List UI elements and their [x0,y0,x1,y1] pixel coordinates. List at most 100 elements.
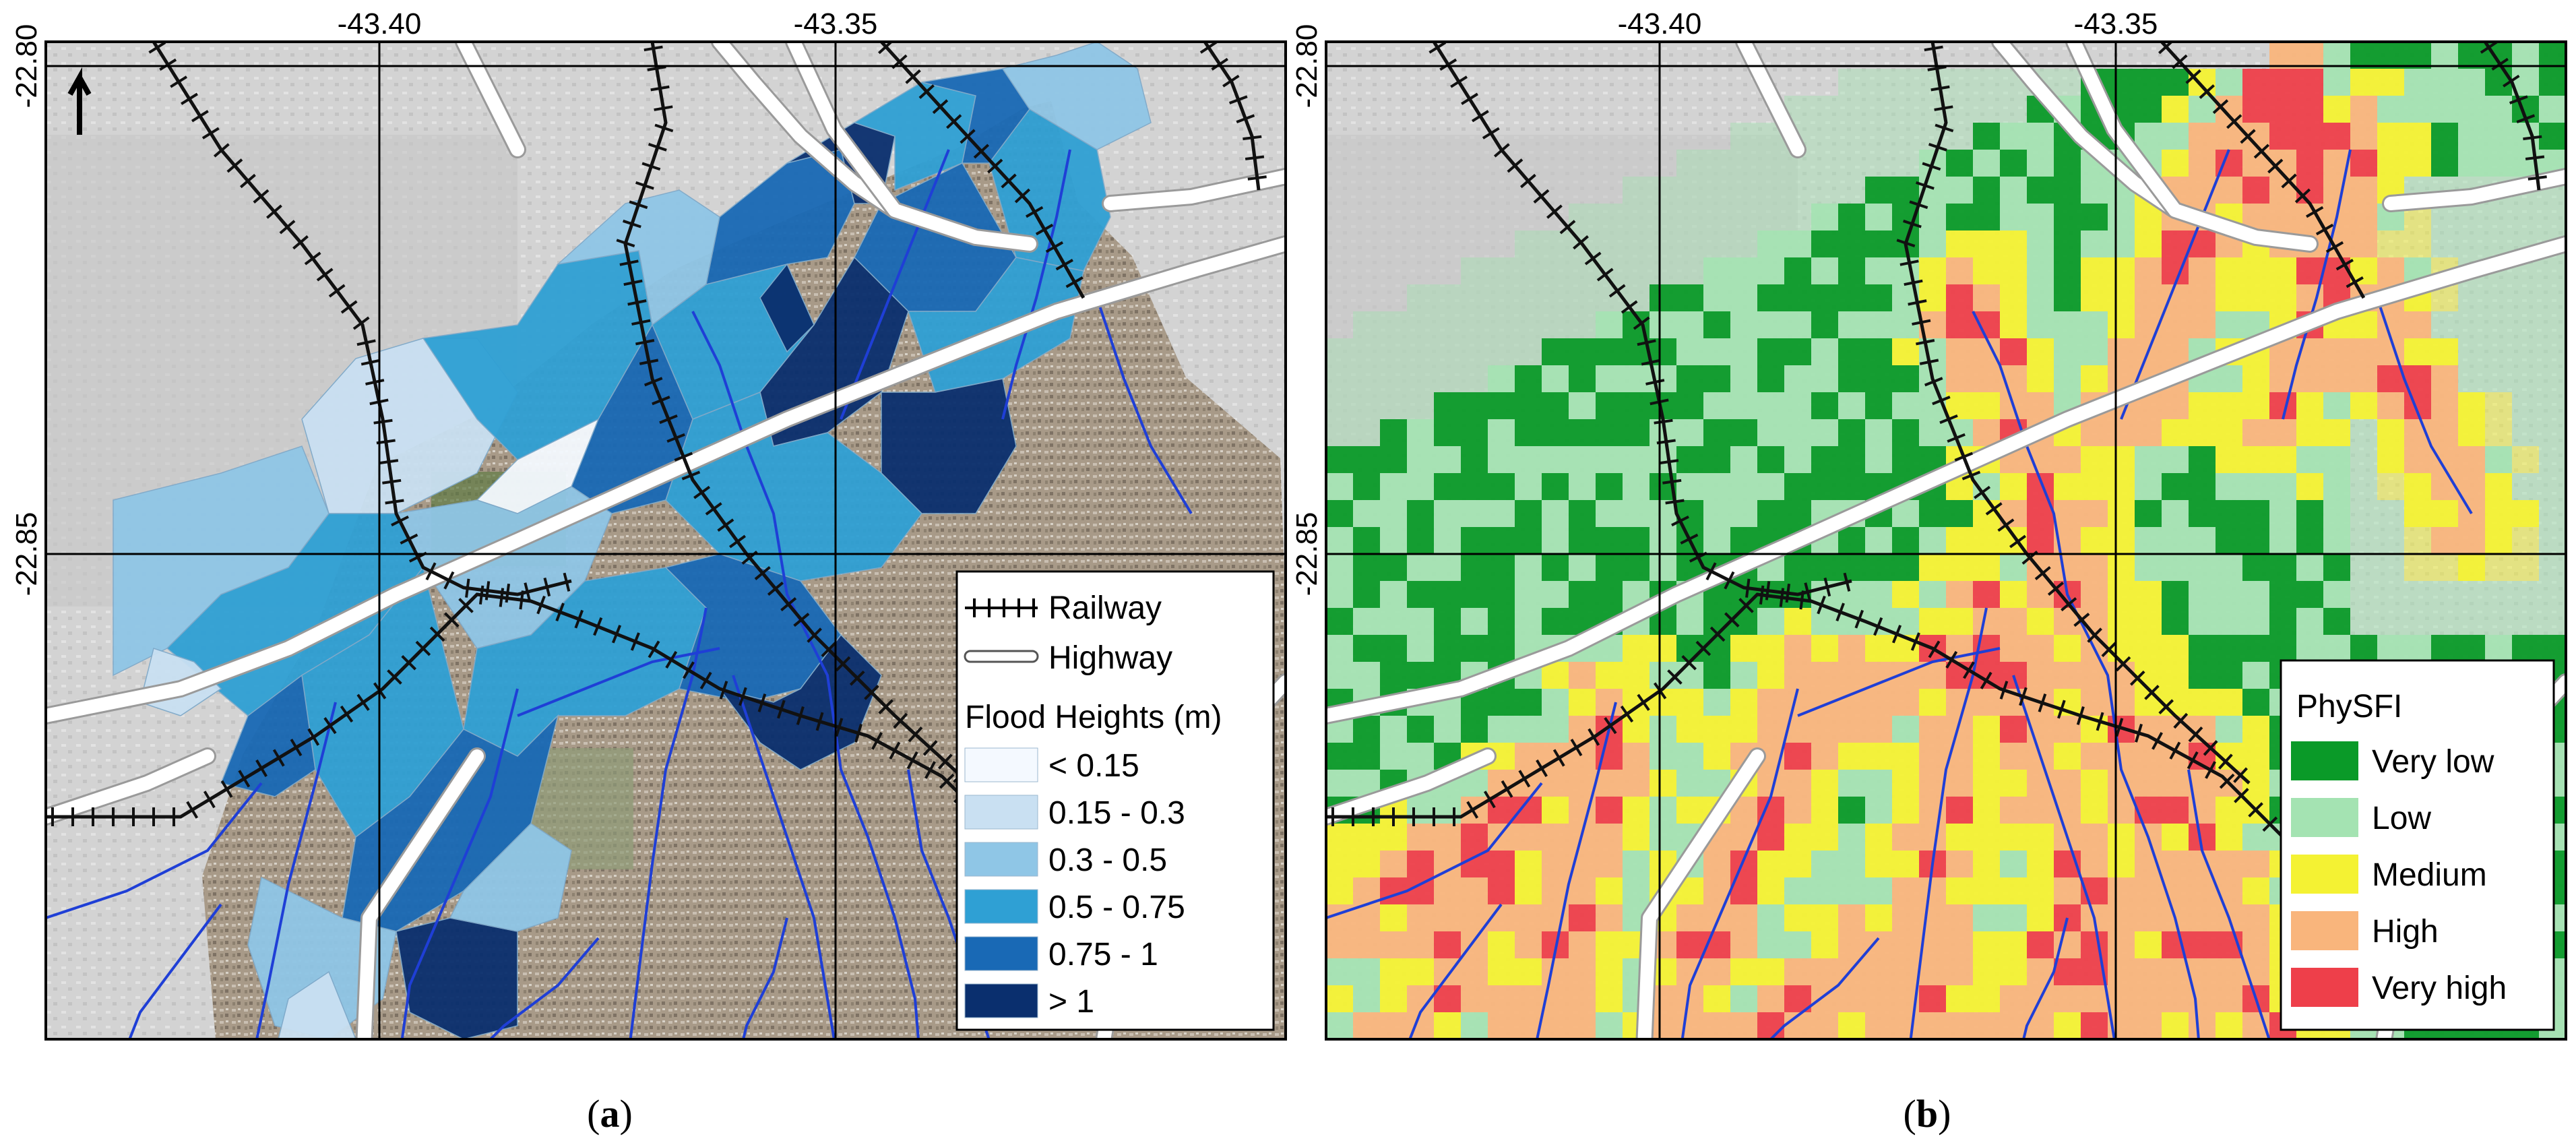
physfi-cell [1515,716,1542,743]
railway-tick [1935,123,1954,133]
physfi-cell [1811,311,1838,338]
physfi-cell [1703,527,1730,554]
railway-tick [627,299,647,306]
physfi-cell [1434,365,1461,392]
physfi-cell [2108,311,2135,338]
railway-tick [1910,632,1920,651]
physfi-cell [2000,150,2027,177]
railway-tick [2144,685,2160,700]
physfi-cell [1784,743,1811,770]
physfi-cell [1461,581,1488,608]
physfi-cell [2216,662,2242,689]
physfi-cell [1946,581,1973,608]
physfi-cell [2108,554,2135,581]
physfi-cell [2027,797,2054,824]
railway-tick [2233,767,2248,783]
physfi-cell [1784,770,1811,797]
physfi-cell [2512,311,2539,338]
physfi-cell [2485,311,2512,338]
river-line [517,647,720,717]
physfi-cell [1407,446,1434,473]
physfi-cell [1596,338,1623,365]
physfi-cell [2404,608,2431,635]
physfi-cell [1703,311,1730,338]
railway-tick [2151,732,2164,750]
railway-tick [1903,219,1922,228]
physfi-cell [1946,338,1973,365]
physfi-cell [2081,797,2108,824]
physfi-cell [2054,770,2081,797]
physfi-cell [2108,608,2135,635]
physfi-cell [1811,365,1838,392]
physfi-cell [1811,904,1838,931]
railway-tick [272,749,285,767]
railway-tick [757,693,767,712]
railway-tick [939,773,955,789]
physfi-cell [1488,851,1515,877]
railway-tick [854,723,862,743]
physfi-cell [2485,150,2512,177]
physfi-cell [2539,608,2566,635]
physfi-cell [1488,311,1515,338]
physfi-cell [2081,743,2108,770]
physfi-cell [1569,392,1596,419]
physfi-cell [2027,635,2054,662]
physfi-cell [2269,527,2296,554]
railway-line [1904,42,2251,784]
physfi-cell [1515,824,1542,851]
railway-tick [2073,613,2090,627]
railway-tick [2087,627,2102,643]
physfi-cell [2000,581,2027,608]
railway-tick [1738,598,1754,613]
physfi-cell [1865,1012,1892,1039]
physfi-cell [1892,877,1919,904]
physfi-cell [1650,230,1676,257]
railway-tick [387,669,402,685]
railway-tick [1779,588,1785,607]
railway-tick [1924,45,1943,52]
railway-tick [2057,700,2066,719]
physfi-cell [2216,635,2242,662]
physfi-cell [1434,608,1461,635]
physfi-cell [2404,311,2431,338]
railway-tick [328,284,346,298]
physfi-cell [2162,797,2189,824]
railway-tick [2135,723,2143,743]
physfi-cell [1730,311,1757,338]
physfi-cell [1811,204,1838,230]
physfi-cell [1865,284,1892,311]
physfi-cell [1515,311,1542,338]
railway-tick [643,377,663,387]
physfi-cell [2000,473,2027,500]
physfi-cell [1730,230,1757,257]
physfi-cell [2350,446,2377,473]
physfi-cell [1811,96,1838,123]
railway-tick [415,640,431,656]
railway-tick [889,741,901,760]
physfi-cell [2458,123,2485,150]
panel-a-frame [44,40,1287,1041]
physfi-cell [2081,419,2108,446]
physfi-cell [1757,985,1784,1012]
physfi-cell [1488,392,1515,419]
physfi-cell [2269,123,2296,150]
physfi-cell [2027,527,2054,554]
physfi-cell [1596,662,1623,689]
lon-label: -43.40 [1618,7,1702,40]
physfi-cell [2242,392,2269,419]
physfi-cell [1326,554,1353,581]
physfi-cell [1353,527,1380,554]
physfi-cell [1703,365,1730,392]
railway-tick [815,712,824,731]
physfi-cell [2189,392,2216,419]
physfi-cell [2000,958,2027,985]
flood-zone [449,823,572,932]
physfi-cell [1650,824,1676,851]
physfi-cell [1973,985,2000,1012]
physfi-cell [2323,365,2350,392]
physfi-cell [1542,392,1569,419]
physfi-cell [1676,689,1703,716]
railway-tick [307,728,320,746]
physfi-cell [1892,743,1919,770]
physfi-cell [1380,527,1407,554]
